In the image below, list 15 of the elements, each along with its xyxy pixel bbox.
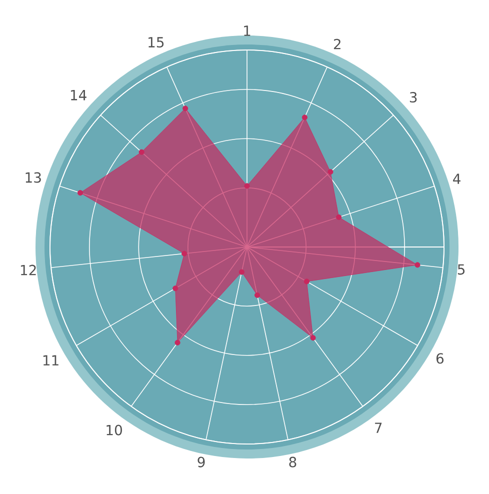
spoke-label: 11 xyxy=(43,355,58,366)
spoke-label: 1 xyxy=(244,26,250,36)
spoke-label: 3 xyxy=(410,92,417,103)
spoke-label: 7 xyxy=(375,422,382,433)
spoke-label: 9 xyxy=(198,456,205,468)
spoke-label: 10 xyxy=(106,424,122,436)
spoke-label: 12 xyxy=(20,264,36,276)
spoke-label: 15 xyxy=(148,37,164,48)
spoke-label: 4 xyxy=(453,174,460,184)
spoke-label: 2 xyxy=(334,38,340,50)
spoke-label: 8 xyxy=(289,456,296,468)
spoke-label: 13 xyxy=(26,172,41,183)
spoke-label: 14 xyxy=(70,90,86,100)
spoke-label: 5 xyxy=(458,264,465,275)
spoke-label: 6 xyxy=(436,353,444,364)
